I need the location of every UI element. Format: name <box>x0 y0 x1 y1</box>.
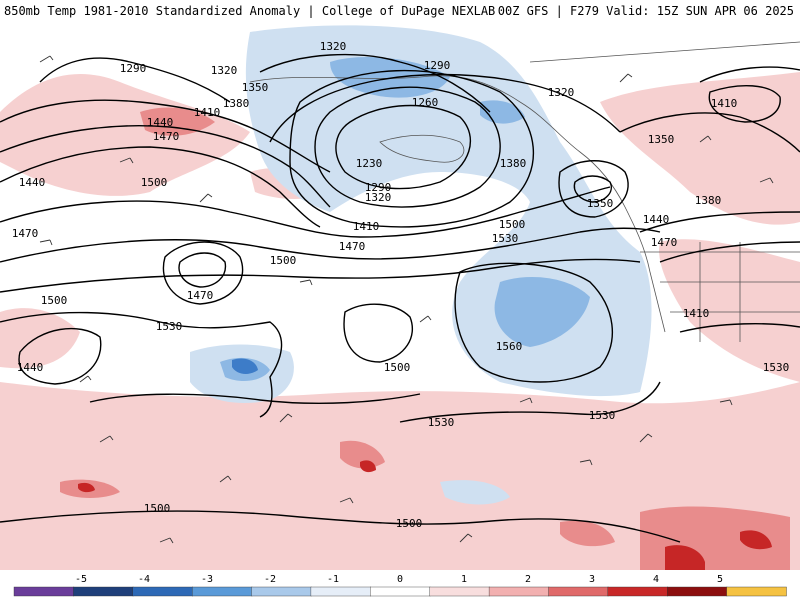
contour-label: 1290 <box>424 59 451 72</box>
anomaly-map: 1320 1290 1320 1350 1290 1380 1410 1440 … <box>0 22 800 570</box>
colorbar-tick: 3 <box>589 574 595 585</box>
height-contours <box>0 53 800 543</box>
contour-label: 1530 <box>763 361 790 374</box>
colorbar-tick: 5 <box>717 574 723 585</box>
colorbar-swatch <box>13 586 75 597</box>
contour-label: 1320 <box>365 191 392 204</box>
contour-label: 1530 <box>589 409 616 422</box>
contour-label: 1380 <box>500 157 527 170</box>
colorbar-tick: 1 <box>461 574 467 585</box>
contour-label: 1470 <box>153 130 180 143</box>
colorbar-swatch <box>488 586 550 597</box>
colorbar-swatch <box>726 586 787 597</box>
contour-label: 1500 <box>270 254 297 267</box>
contour-label: 1440 <box>17 361 44 374</box>
contour-label: 1320 <box>548 86 575 99</box>
colorbar-swatch <box>132 586 193 597</box>
contour-label: 1320 <box>211 64 238 77</box>
contour-label: 1380 <box>695 194 722 207</box>
contour-label: 1530 <box>428 416 455 429</box>
very-strong-warm-anomaly <box>78 460 772 570</box>
contour-label: 1290 <box>120 62 147 75</box>
contour-label: 1290 <box>365 181 392 194</box>
colorbar-tick: -1 <box>327 574 339 585</box>
colorbar-swatch <box>370 586 431 597</box>
wind-barbs <box>39 55 774 544</box>
colorbar-swatch <box>667 586 728 597</box>
contour-label: 1500 <box>141 176 168 189</box>
very-strong-cold-anomaly <box>232 358 258 374</box>
contour-label: 1560 <box>496 340 523 353</box>
colorbar-tick: -2 <box>264 574 276 585</box>
contour-label: 1470 <box>339 240 366 253</box>
strong-cold-anomaly <box>220 57 590 382</box>
contour-label: 1440 <box>643 213 670 226</box>
colorbar: -5 -4 -3 -2 -1 0 1 2 3 4 5 <box>0 570 800 600</box>
header-left-title: 850mb Temp 1981-2010 Standardized Anomal… <box>4 4 496 18</box>
colorbar-swatch <box>310 586 371 597</box>
colorbar-tick: -5 <box>75 574 87 585</box>
contour-label: 1410 <box>353 220 380 233</box>
contour-label: 1500 <box>384 361 411 374</box>
header-right-title: 00Z GFS | F279 Valid: 15Z SUN APR 06 202… <box>497 4 794 18</box>
colorbar-swatch <box>607 586 668 597</box>
contour-label: 1320 <box>320 40 347 53</box>
colorbar-tick: -4 <box>138 574 150 585</box>
contour-label: 1380 <box>223 97 250 110</box>
colorbar-tick: -3 <box>201 574 213 585</box>
contour-label: 1350 <box>587 197 614 210</box>
contour-label: 1500 <box>499 218 526 231</box>
contour-label: 1350 <box>242 81 269 94</box>
contour-label: 1530 <box>492 232 519 245</box>
contour-label: 1470 <box>12 227 39 240</box>
colorbar-tick: 4 <box>653 574 659 585</box>
contour-label: 1410 <box>711 97 738 110</box>
contour-label: 1470 <box>187 289 214 302</box>
contour-label: 1260 <box>412 96 439 109</box>
contour-label: 1500 <box>396 517 423 530</box>
colorbar-swatches <box>13 586 787 597</box>
colorbar-swatch <box>429 586 490 597</box>
map-header: 850mb Temp 1981-2010 Standardized Anomal… <box>0 0 800 22</box>
contour-labels: 1320 1290 1320 1350 1290 1380 1410 1440 … <box>12 40 790 530</box>
contour-label: 1350 <box>648 133 675 146</box>
contour-label: 1410 <box>683 307 710 320</box>
colorbar-tick: 0 <box>397 574 403 585</box>
contour-label: 1470 <box>651 236 678 249</box>
contour-label: 1410 <box>194 106 221 119</box>
colorbar-swatch <box>191 586 253 597</box>
contour-label: 1440 <box>147 116 174 129</box>
warm-anomaly-shading <box>0 72 800 570</box>
contour-label: 1500 <box>144 502 171 515</box>
contour-label: 1230 <box>356 157 383 170</box>
contour-label: 1530 <box>156 320 183 333</box>
colorbar-swatch <box>548 586 609 597</box>
contour-label: 1440 <box>19 176 46 189</box>
colorbar-tick: 2 <box>525 574 531 585</box>
colorbar-ticks: -5 -4 -3 -2 -1 0 1 2 3 4 5 <box>75 574 723 585</box>
colorbar-swatch <box>251 586 312 597</box>
colorbar-swatch <box>73 586 134 597</box>
contour-label: 1500 <box>41 294 68 307</box>
coastlines <box>249 41 800 342</box>
